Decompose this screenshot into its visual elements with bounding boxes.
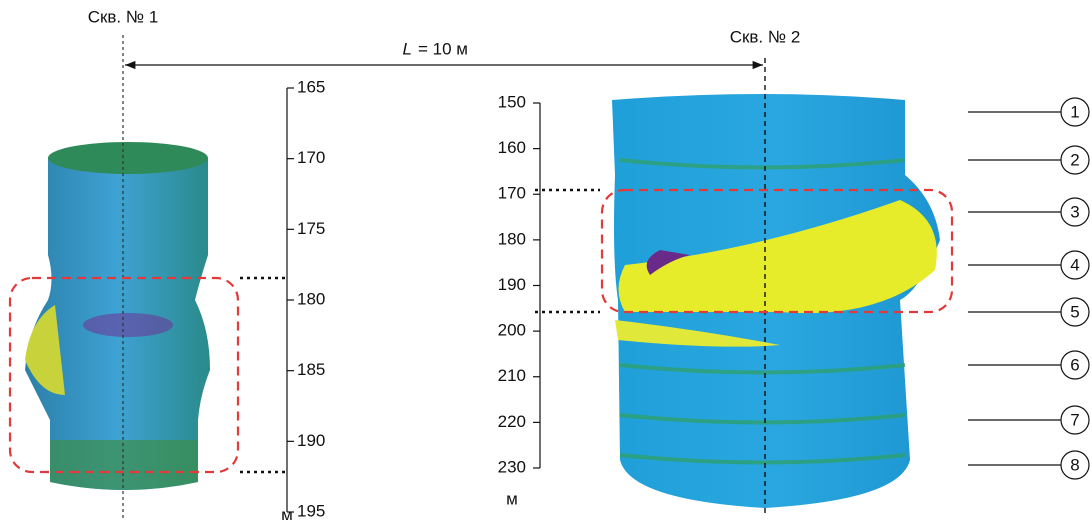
marker-label: 5 [1070,302,1079,321]
marker-label: 1 [1070,102,1079,121]
tick-label: 170 [297,148,325,167]
marker-label: 8 [1070,455,1079,474]
marker-label: 2 [1070,150,1079,169]
marker-label: 7 [1070,410,1079,429]
tick-label: 190 [498,275,526,294]
well1-unit: м [281,505,293,520]
tick-label: 220 [498,412,526,431]
well2-unit: м [506,489,518,508]
well1-label: Скв. № 1 [88,7,159,26]
marker-circle [1060,145,1090,175]
marker-circle [1060,350,1090,380]
distance-symbol: L [403,39,412,58]
tick-label: 170 [498,184,526,203]
well2-label: Скв. № 2 [730,27,801,46]
tick-label: 160 [498,138,526,157]
tick-label: 230 [498,457,526,476]
marker-label: 6 [1070,355,1079,374]
tick-label: 200 [498,321,526,340]
marker-circle [1060,197,1090,227]
marker-circle [1060,297,1090,327]
well1-model [25,142,210,490]
tick-label: 180 [297,289,325,308]
tick-label: 195 [297,501,325,520]
marker-circle [1060,450,1090,480]
tick-label: 180 [498,229,526,248]
marker-circle [1060,405,1090,435]
tick-label: 185 [297,360,325,379]
tick-label: 165 [297,77,325,96]
marker-circle [1060,250,1090,280]
marker-label: 4 [1070,255,1079,274]
well2-model [612,94,940,508]
tick-label: 175 [297,219,325,238]
tick-label: 210 [498,366,526,385]
marker-label: 3 [1070,202,1079,221]
geometry [8,35,954,520]
marker-circle [1060,97,1090,127]
distance-text: = 10 м [418,39,468,58]
tick-label: 190 [297,431,325,450]
tick-label: 150 [498,92,526,111]
